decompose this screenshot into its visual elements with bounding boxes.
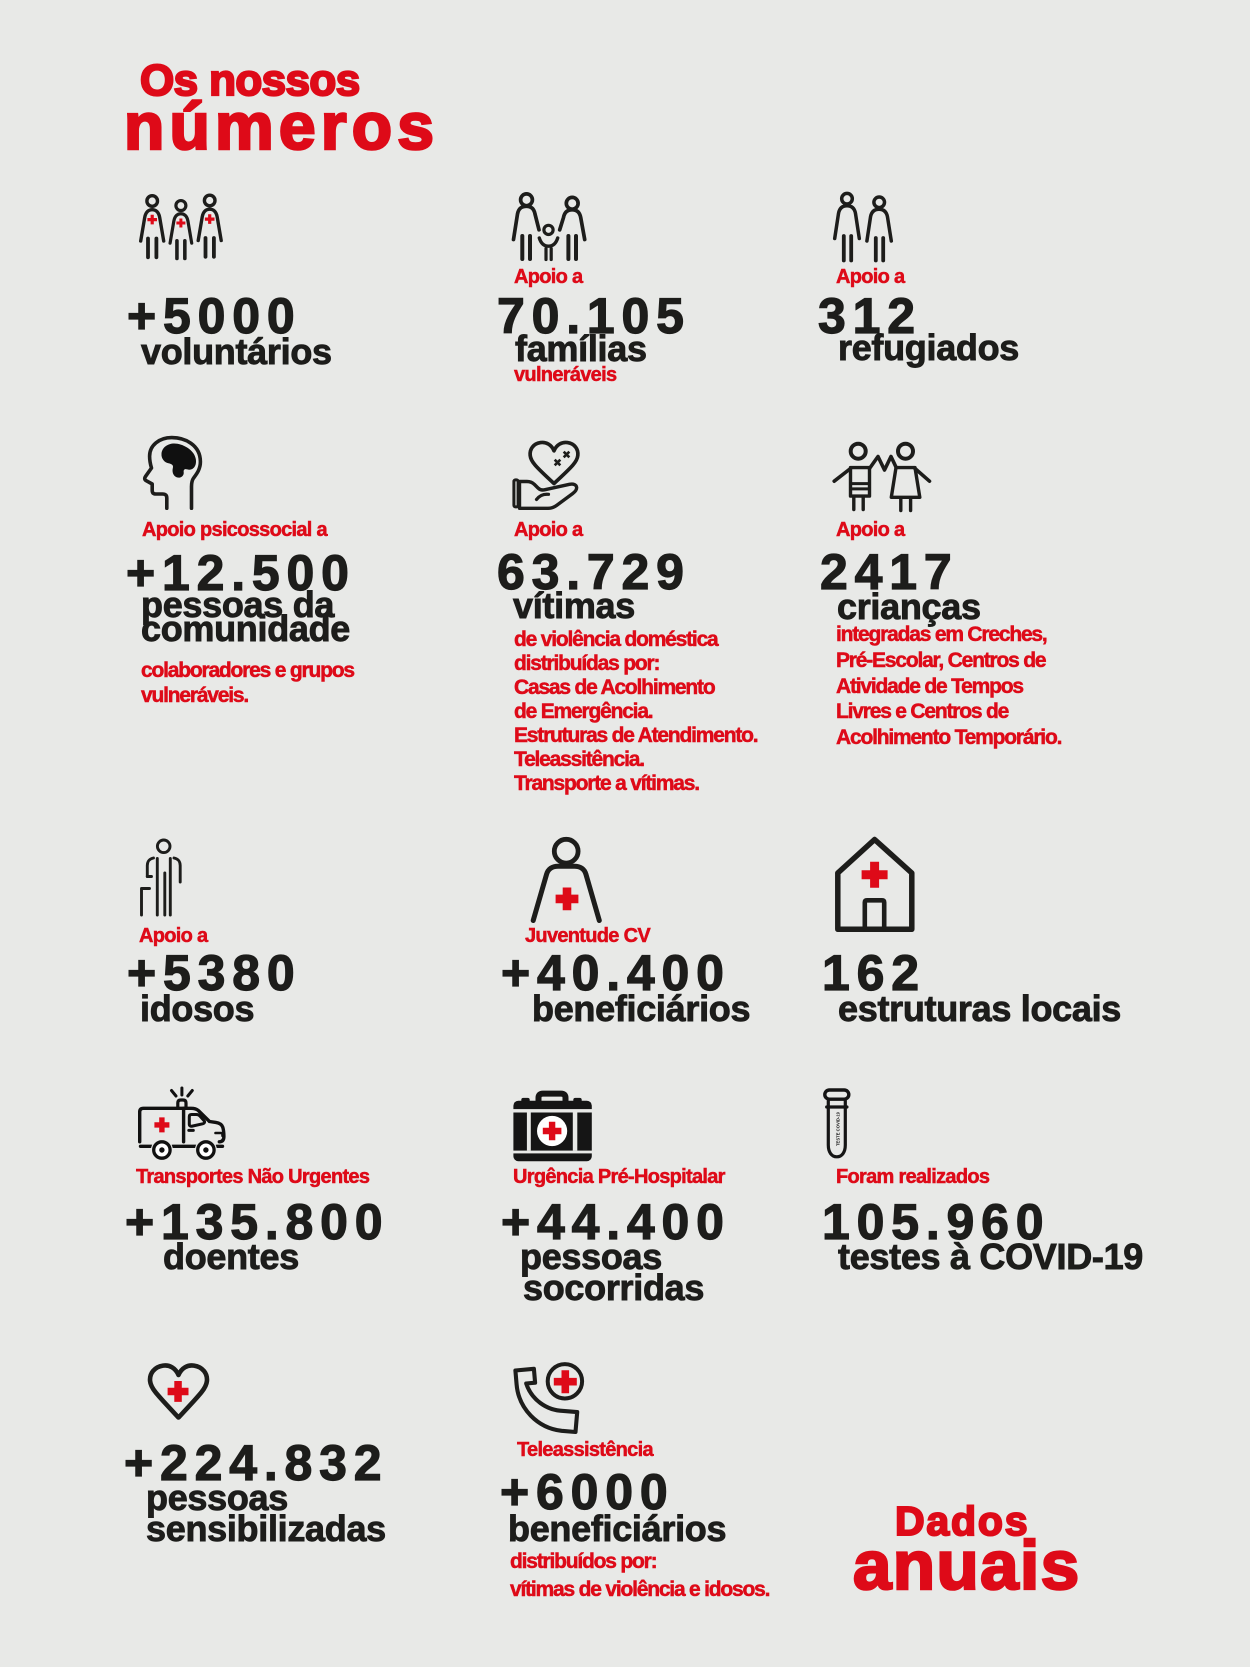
svg-text:TESTE COVID-19: TESTE COVID-19 (836, 1112, 841, 1146)
